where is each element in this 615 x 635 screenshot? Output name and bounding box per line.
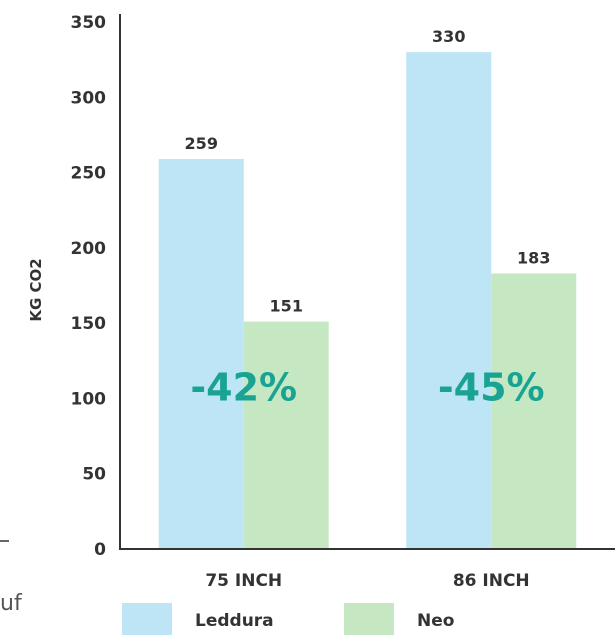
- percent-change-annotation: -45%: [438, 365, 545, 409]
- y-tick-label: 0: [94, 540, 106, 560]
- percent-change-annotation: -42%: [190, 365, 297, 409]
- y-tick-label: 50: [82, 465, 106, 485]
- y-tick-label: 200: [71, 239, 107, 259]
- legend-label: Leddura: [195, 611, 274, 631]
- legend-swatch-leddura: [122, 603, 172, 635]
- edge-text-fragment: uf: [0, 591, 23, 616]
- value-label: 330: [432, 27, 465, 46]
- y-tick-label: 250: [71, 164, 107, 184]
- bar-neo-0: [243, 321, 329, 549]
- bar-neo-1: [491, 273, 577, 549]
- axes-layer: [0, 14, 615, 550]
- y-tick-labels: 0 50 100 150 200 250 300 350: [71, 13, 107, 560]
- value-labels: 259 151 330 183: [185, 27, 551, 316]
- value-label: 259: [185, 134, 218, 153]
- value-label: 151: [270, 297, 303, 316]
- legend-label: Neo: [417, 611, 454, 631]
- value-label: 183: [517, 248, 550, 267]
- y-tick-label: 300: [71, 88, 107, 108]
- y-tick-label: 100: [71, 389, 107, 409]
- y-axis-label: KG CO2: [27, 258, 45, 321]
- bar-leddura-0: [158, 159, 244, 549]
- bar-leddura-1: [406, 52, 492, 549]
- annotations-layer: -42% -45%: [190, 365, 544, 409]
- category-labels: 75 INCH 86 INCH: [205, 571, 529, 591]
- legend: Leddura Neo: [122, 603, 454, 635]
- bars-layer: [158, 52, 577, 549]
- category-label: 75 INCH: [205, 571, 282, 591]
- category-label: 86 INCH: [453, 571, 530, 591]
- y-tick-label: 350: [71, 13, 107, 33]
- legend-swatch-neo: [344, 603, 394, 635]
- y-tick-label: 150: [71, 314, 107, 334]
